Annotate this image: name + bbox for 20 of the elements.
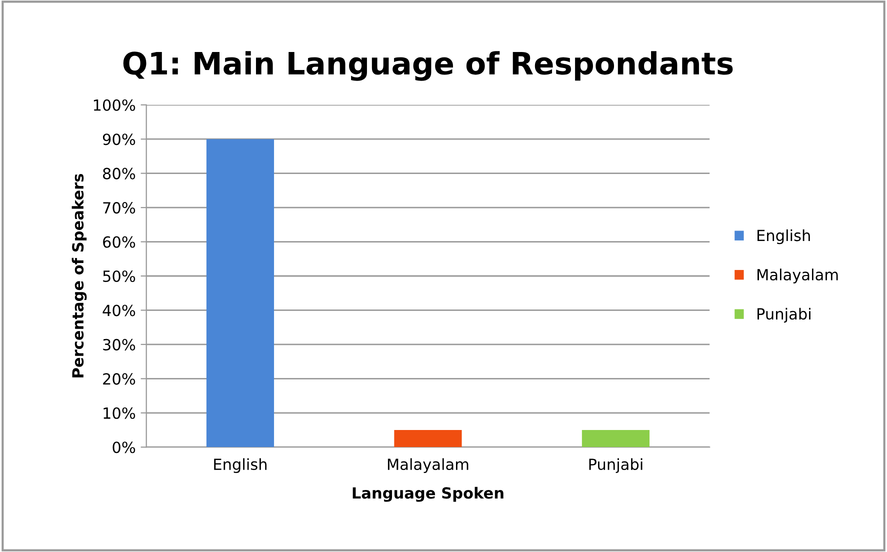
y-tick-label: 70% <box>103 202 136 214</box>
y-tick-label: 50% <box>103 270 136 282</box>
legend-label: Malayalam <box>758 268 838 284</box>
x-tick-label: Malayalam <box>388 458 468 474</box>
legend-label: Punjabi <box>758 308 810 323</box>
y-tick-label: 30% <box>103 338 136 350</box>
y-tick-label: 20% <box>103 373 136 385</box>
y-tick-label: 40% <box>102 304 136 316</box>
y-tick-label: 60% <box>103 236 136 248</box>
y-axis-title: Percentage of Speakers <box>72 174 87 378</box>
chart-title: Q1: Main Language of Respondants <box>123 51 733 81</box>
x-tick-label: Punjabi <box>589 458 642 474</box>
y-tick-label: 0% <box>112 442 136 454</box>
legend-label: English <box>758 229 810 244</box>
y-tick-label: 80% <box>103 168 136 180</box>
y-tick-label: 100% <box>94 99 136 111</box>
x-axis-title: Language Spoken <box>352 486 504 502</box>
x-tick-label: English <box>214 458 267 474</box>
y-tick-label: 10% <box>104 407 136 419</box>
y-tick-label: 90% <box>102 134 136 146</box>
